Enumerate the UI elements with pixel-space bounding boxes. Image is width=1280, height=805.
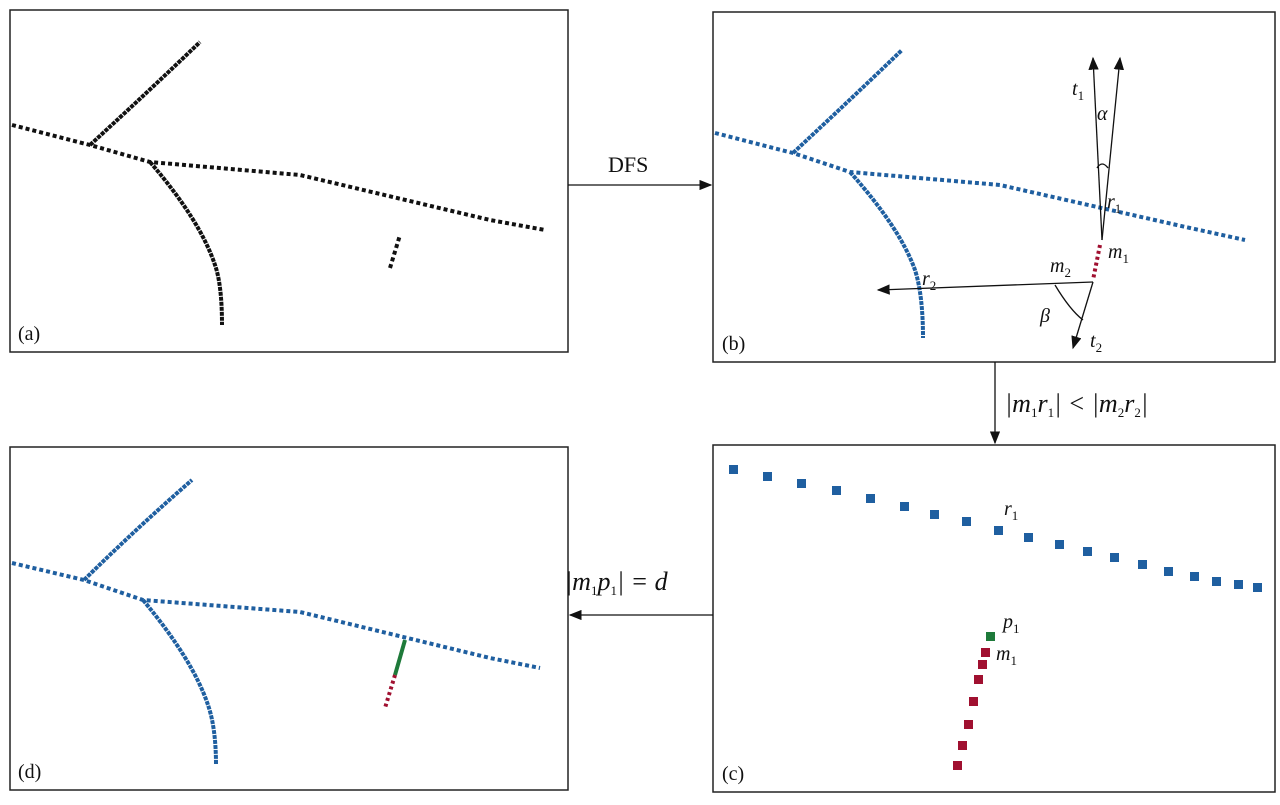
subscript: 2 <box>1118 405 1125 420</box>
label-part: t <box>1072 78 1078 100</box>
blue-points-c <box>729 465 1262 592</box>
label-part: | = d <box>617 567 669 596</box>
green-point-c <box>986 632 995 641</box>
label-part: | < |m <box>1054 389 1118 418</box>
arrow-label: |m1p1| = d <box>565 567 669 598</box>
label-part: t <box>1090 330 1096 352</box>
label-part: p <box>1001 611 1013 633</box>
label-part: m <box>1050 255 1064 277</box>
panel-frames <box>9 9 1276 793</box>
symbol-label: r2 <box>922 268 936 293</box>
label-part: | <box>1141 389 1148 418</box>
arrow-label: |m1r1| < |m2r2| <box>1005 389 1148 420</box>
label-part: r <box>1124 389 1135 418</box>
label-part: α <box>1097 103 1108 125</box>
label-part: DFS <box>608 152 648 177</box>
subscript: 2 <box>1064 265 1071 280</box>
subscript: 1 <box>591 583 598 598</box>
symbol-label: m2 <box>1050 255 1071 280</box>
subscript: 2 <box>1134 405 1141 420</box>
vectors-b <box>876 56 1125 350</box>
flow-arrows <box>568 179 1001 621</box>
symbol-label: m1 <box>996 643 1017 668</box>
panel-label: (c) <box>722 763 744 785</box>
symbol-label: α <box>1097 103 1108 125</box>
label-part: m <box>996 643 1010 665</box>
symbol-label: r1 <box>1107 191 1121 216</box>
subscript: 1 <box>1031 405 1038 420</box>
arrow-label: DFS <box>608 152 648 177</box>
subscript: 2 <box>930 278 937 293</box>
symbol-label: p1 <box>1001 611 1020 636</box>
symbol-label: β <box>1039 305 1050 327</box>
red-segment-b <box>1091 244 1102 281</box>
subscript: 1 <box>1078 88 1085 103</box>
label-part: r <box>1037 389 1048 418</box>
subscript: 1 <box>1010 653 1017 668</box>
label-part: m <box>1108 241 1122 263</box>
label-part: β <box>1039 305 1050 327</box>
subscript: 1 <box>1048 405 1055 420</box>
symbol-label: t1 <box>1072 78 1084 103</box>
subscript: 1 <box>1012 508 1019 523</box>
symbol-label: m1 <box>1108 241 1129 266</box>
label-part: |m <box>565 567 591 596</box>
labels: (a) (b)(c)(d)DFS|m1r1| < |m2r2||m1p1| = d… <box>18 78 1148 785</box>
symbol-label: r1 <box>1004 498 1018 523</box>
subscript: 1 <box>610 583 617 598</box>
label-part: p <box>595 567 610 596</box>
subscript: 1 <box>1115 201 1122 216</box>
red-points-c <box>953 648 990 770</box>
subscript: 2 <box>1096 340 1103 355</box>
subscript: 1 <box>1013 621 1020 636</box>
label-part: |m <box>1005 389 1031 418</box>
skeleton-d <box>11 478 541 766</box>
skeleton-a <box>11 40 546 326</box>
green-segment-d <box>393 639 407 676</box>
red-segment-d <box>383 674 397 709</box>
subscript: 1 <box>1122 251 1129 266</box>
panel-label: (b) <box>722 333 745 355</box>
symbol-label: t2 <box>1090 330 1102 355</box>
panel-label: (d) <box>18 761 41 783</box>
label-part: r <box>1107 191 1115 213</box>
panel-label: (a) <box>18 323 40 345</box>
label-part: r <box>1004 498 1012 520</box>
skeleton-b <box>714 48 1246 339</box>
label-part: r <box>922 268 930 290</box>
